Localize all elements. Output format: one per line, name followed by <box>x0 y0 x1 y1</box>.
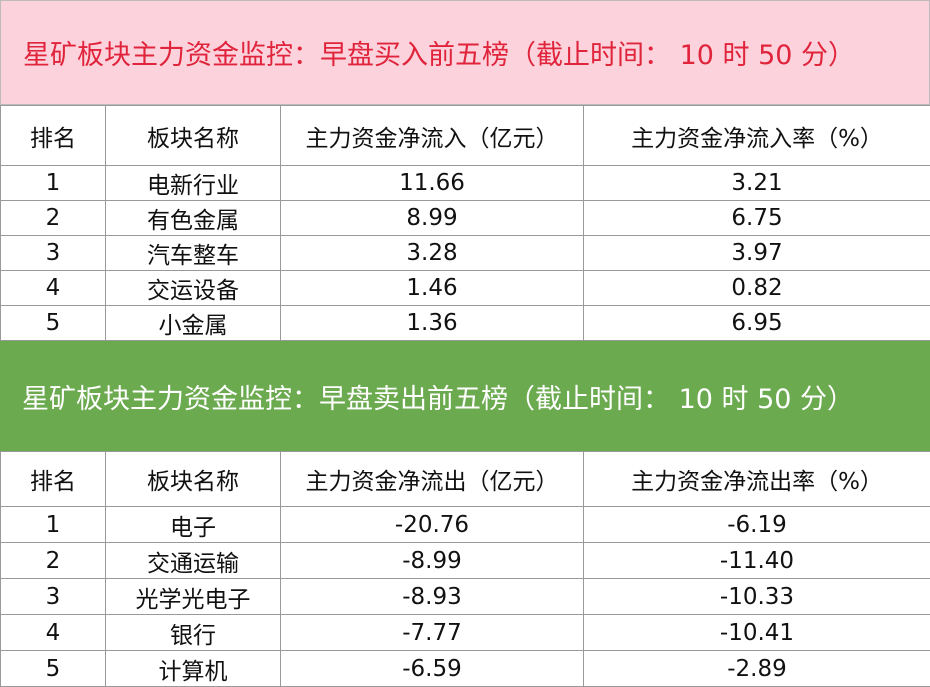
header-cell: 主力资金净流入率（%） <box>584 106 930 166</box>
cell: 5 <box>1 306 106 341</box>
cell: -8.93 <box>281 579 584 615</box>
section-title: 星矿板块主力资金监控：早盘买入前五榜（截止时间： 10 时 50 分） <box>0 0 930 105</box>
cell: 有色金属 <box>106 201 281 236</box>
cell: 3.21 <box>584 166 930 201</box>
cell: 4 <box>1 615 106 651</box>
cell: 1.36 <box>281 306 584 341</box>
cell: 8.99 <box>281 201 584 236</box>
cell: 小金属 <box>106 306 281 341</box>
cell: -20.76 <box>281 507 584 543</box>
cell: 11.66 <box>281 166 584 201</box>
cell: 3 <box>1 236 106 271</box>
cell: -2.89 <box>584 651 930 687</box>
header-row: 排名板块名称主力资金净流出（亿元）主力资金净流出率（%） <box>1 452 930 507</box>
cell: 6.75 <box>584 201 930 236</box>
cell: 交通运输 <box>106 543 281 579</box>
header-cell: 主力资金净流出（亿元） <box>281 452 584 507</box>
cell: 银行 <box>106 615 281 651</box>
cell: -10.33 <box>584 579 930 615</box>
header-cell: 主力资金净流出率（%） <box>584 452 930 507</box>
cell: -6.19 <box>584 507 930 543</box>
cell: -11.40 <box>584 543 930 579</box>
section: 星矿板块主力资金监控：早盘卖出前五榜（截止时间： 10 时 50 分）排名板块名… <box>0 341 930 687</box>
cell: 1.46 <box>281 271 584 306</box>
section: 星矿板块主力资金监控：早盘买入前五榜（截止时间： 10 时 50 分）排名板块名… <box>0 0 930 341</box>
header-cell: 排名 <box>1 106 106 166</box>
cell: 0.82 <box>584 271 930 306</box>
cell: 5 <box>1 651 106 687</box>
cell: 2 <box>1 543 106 579</box>
cell: 计算机 <box>106 651 281 687</box>
cell: -8.99 <box>281 543 584 579</box>
cell: 2 <box>1 201 106 236</box>
cell: 4 <box>1 271 106 306</box>
cell: 6.95 <box>584 306 930 341</box>
cell: 电新行业 <box>106 166 281 201</box>
header-cell: 主力资金净流入（亿元） <box>281 106 584 166</box>
cell: -6.59 <box>281 651 584 687</box>
header-cell: 板块名称 <box>106 106 281 166</box>
cell: 1 <box>1 166 106 201</box>
cell: 3 <box>1 579 106 615</box>
cell: 光学光电子 <box>106 579 281 615</box>
cell: 汽车整车 <box>106 236 281 271</box>
cell: -10.41 <box>584 615 930 651</box>
header-cell: 板块名称 <box>106 452 281 507</box>
cell: 3.97 <box>584 236 930 271</box>
section-title: 星矿板块主力资金监控：早盘卖出前五榜（截止时间： 10 时 50 分） <box>0 341 930 451</box>
cell: -7.77 <box>281 615 584 651</box>
cell: 1 <box>1 507 106 543</box>
cell: 3.28 <box>281 236 584 271</box>
cell: 电子 <box>106 507 281 543</box>
header-cell: 排名 <box>1 452 106 507</box>
header-row: 排名板块名称主力资金净流入（亿元）主力资金净流入率（%） <box>1 106 930 166</box>
cell: 交运设备 <box>106 271 281 306</box>
